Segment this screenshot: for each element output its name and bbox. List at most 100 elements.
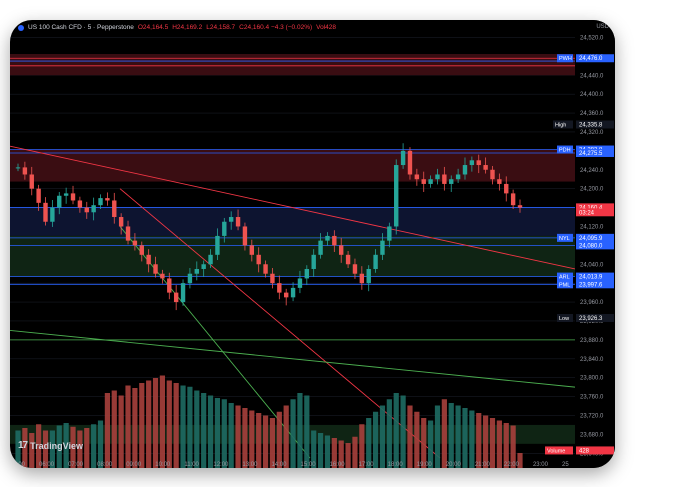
candle-body [36, 188, 41, 203]
volume-bar [139, 383, 145, 468]
volume-bar [84, 428, 90, 468]
price-tick-label: 24,200.0 [580, 187, 604, 193]
time-tick-label: 07:00 [68, 462, 84, 468]
volume-bar [63, 423, 69, 468]
price-tick-label: 24,440.0 [580, 73, 604, 79]
volume-bar [77, 430, 83, 468]
volume-bar [56, 425, 62, 468]
volume-bar [207, 395, 214, 468]
level-tag-label: NYL [559, 236, 570, 242]
time-tick-label: 14:00 [271, 462, 287, 468]
candle-body [290, 287, 296, 298]
volume-bar [187, 386, 193, 468]
level-price-label: 24,335.8 [579, 122, 603, 128]
candle-body [173, 292, 179, 303]
volume-bar [70, 426, 76, 468]
volume-bar [214, 398, 221, 468]
candle-body [15, 167, 21, 169]
volume-bar [29, 433, 35, 468]
chart-window: 24,520.024,480.024,440.024,400.024,360.0… [10, 20, 615, 468]
time-tick-label: 12:00 [213, 462, 229, 468]
price-tick-label: 23,760.0 [580, 395, 604, 401]
time-tick-label: 25 [562, 462, 569, 468]
candle-body [435, 174, 440, 180]
volume-bar [36, 424, 42, 468]
candle-body [118, 217, 124, 227]
volume-bar [228, 403, 234, 468]
level-tag-label: ARL [559, 275, 570, 281]
candle-body [270, 273, 275, 284]
volume-bar [256, 413, 262, 468]
volume-bar [496, 420, 502, 468]
candle-body [387, 226, 392, 241]
candle-body [455, 174, 461, 180]
candle-body [146, 254, 151, 265]
candle-body [98, 198, 103, 206]
volume-bar [118, 395, 124, 468]
candle-body [84, 207, 89, 213]
volume-bar [345, 443, 351, 468]
candle-body [442, 174, 447, 184]
level-price-box [576, 446, 614, 455]
candle-body [70, 193, 76, 201]
level-tag-label: Low [559, 316, 569, 322]
candle-body [394, 165, 399, 227]
candle-body [407, 150, 413, 175]
volume-bar [462, 408, 468, 468]
volume-bar [283, 405, 289, 468]
currency-label: USD [596, 24, 609, 30]
symbol-legend: US 100 Cash CFD · 5 · Pepperstone O24,16… [18, 24, 336, 31]
volume-bar [510, 425, 516, 468]
price-tick-label: 24,360.0 [580, 111, 604, 117]
volume-bar [159, 375, 166, 468]
level-tag-label: PWH [559, 56, 572, 62]
level-tag [553, 120, 573, 129]
candle-body [483, 165, 488, 170]
volume-bar [15, 430, 21, 468]
level-price-box [576, 120, 614, 129]
level-tag [557, 233, 573, 242]
candle-body [490, 169, 495, 180]
price-tick-label: 24,120.0 [580, 224, 604, 230]
close-value: C24,160.4 −4.3 (−0.02%) [239, 24, 313, 31]
volume-bar [297, 393, 303, 468]
time-tick-label: 19:00 [417, 462, 433, 468]
volume-bar [97, 420, 104, 468]
time-tick-label: 11:00 [184, 462, 199, 468]
trendline-red-steep [119, 188, 441, 459]
symbol-name[interactable]: US 100 Cash CFD · 5 · Pepperstone [28, 24, 134, 31]
level-price-box [576, 233, 614, 242]
volume-bar [503, 423, 509, 468]
volume-bar [22, 428, 28, 468]
level-price-box [576, 241, 614, 250]
level-tag [545, 446, 573, 455]
level-price-box [576, 54, 614, 63]
candle-body [256, 254, 261, 265]
candle-body [222, 221, 227, 236]
candle-body [29, 174, 34, 189]
volume-bar [483, 415, 489, 468]
volume-bar [400, 395, 406, 468]
price-tick-label: 24,240.0 [580, 168, 604, 174]
volume-bar [269, 418, 276, 468]
candle-body [428, 179, 433, 184]
level-tag [557, 54, 573, 63]
volume-bar [42, 430, 49, 468]
candle-body [449, 179, 454, 184]
candle-body [311, 254, 316, 269]
volume-bar [338, 440, 344, 468]
candle-body [139, 245, 144, 255]
candle-body [263, 264, 268, 274]
candle-body [57, 195, 62, 208]
chart-canvas[interactable]: 24,520.024,480.024,440.024,400.024,360.0… [10, 20, 615, 468]
low-value: L24,158.7 [206, 24, 236, 31]
volume-bar [476, 413, 482, 468]
price-tick-label: 24,520.0 [580, 35, 604, 41]
volume-bar [421, 418, 427, 468]
volume-bar [359, 424, 365, 468]
volume-bar [324, 435, 331, 468]
candle-body [414, 174, 420, 180]
symbol-icon [18, 24, 24, 31]
volume-bar [317, 433, 324, 468]
volume-bar [166, 380, 172, 468]
